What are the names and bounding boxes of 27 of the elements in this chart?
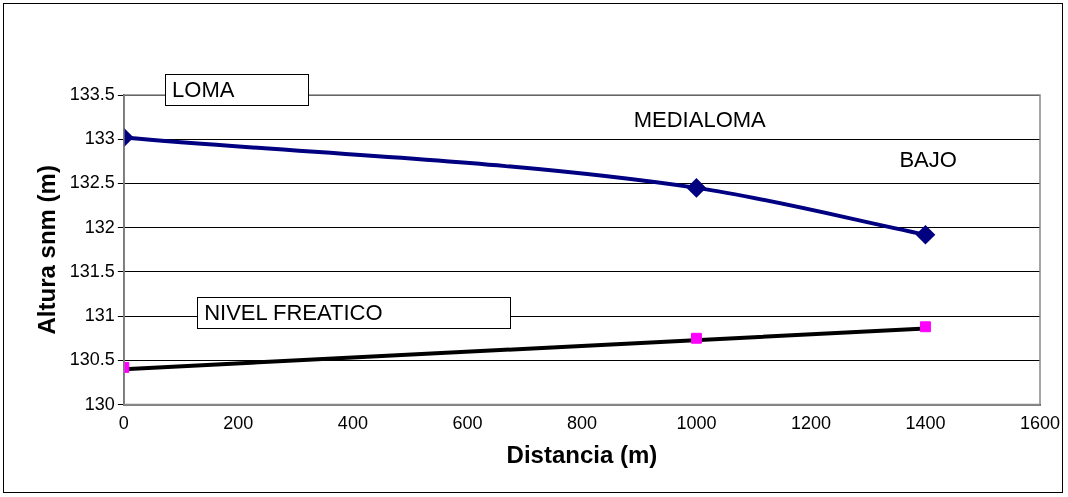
- x-tick-label: 1400: [905, 413, 946, 434]
- y-tick-label: 131.5: [69, 260, 115, 281]
- text-box: LOMA: [165, 73, 310, 106]
- x-tick-label: 600: [452, 413, 483, 434]
- point: [687, 178, 706, 197]
- y-tick-label: 133: [84, 128, 115, 149]
- x-tick-label: 1200: [790, 413, 831, 434]
- annotation: BAJO: [898, 146, 958, 174]
- x-tick-label: 1000: [676, 413, 717, 434]
- x-tick-label: 0: [118, 413, 129, 434]
- y-tick-label: 133.5: [69, 83, 115, 104]
- y-tick-label: 132.5: [69, 172, 115, 193]
- point: [916, 225, 935, 244]
- x-tick-label: 1600: [1019, 413, 1061, 434]
- y-tick-label: 131: [84, 305, 115, 326]
- point: [920, 321, 931, 333]
- y-tick-label: 130: [84, 393, 115, 414]
- point: [690, 332, 702, 344]
- y-tick-label: 132: [84, 216, 115, 237]
- annotation: MEDIALOMA: [632, 105, 767, 134]
- x-tick-label: 800: [566, 413, 597, 434]
- x-tick-label: 400: [337, 413, 368, 434]
- y-tick-label: 130.5: [69, 349, 115, 370]
- x-axis-title: Distancia (m): [506, 441, 658, 469]
- text-box: NIVEL FREATICO: [197, 296, 512, 329]
- y-axis-title: Altura snm (m): [33, 165, 61, 335]
- x-tick-label: 200: [223, 413, 254, 434]
